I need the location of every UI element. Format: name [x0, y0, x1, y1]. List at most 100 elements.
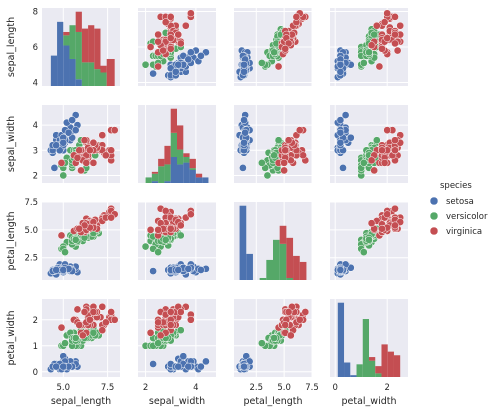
- x-tick-label: 7.5: [101, 383, 115, 393]
- point-virginica: [378, 146, 386, 155]
- point-setosa: [174, 266, 183, 274]
- panel-petal_width-vs-petal_length: [234, 299, 313, 377]
- hist-bar-virginica: [286, 237, 294, 278]
- hist-bar-versicolor: [183, 157, 190, 163]
- point-versicolor: [365, 48, 373, 57]
- hist-bar-virginica: [279, 225, 287, 244]
- point-setosa: [336, 266, 345, 274]
- point-virginica: [75, 146, 84, 155]
- legend-item-setosa: setosa: [429, 196, 474, 207]
- legend-label-virginica: virginica: [446, 227, 482, 237]
- point-virginica: [391, 136, 399, 145]
- point-setosa: [59, 266, 68, 274]
- y-axis-label-sepal_width: sepal_width: [6, 116, 17, 172]
- hist-bar-setosa: [183, 162, 190, 183]
- point-virginica: [166, 308, 175, 316]
- y-tick-label: 8: [33, 8, 38, 18]
- point-virginica: [73, 153, 82, 162]
- point-virginica: [110, 126, 119, 135]
- point-virginica: [57, 159, 66, 167]
- point-setosa: [149, 267, 157, 275]
- y-tick-label: 7.5: [24, 198, 38, 208]
- x-axis-label-petal_length: petal_length: [243, 396, 302, 407]
- point-virginica: [391, 13, 399, 21]
- point-versicolor: [359, 248, 368, 256]
- point-virginica: [280, 159, 288, 167]
- point-virginica: [75, 321, 84, 329]
- hist-bar-virginica: [106, 58, 115, 86]
- hist-bar-virginica: [189, 158, 196, 169]
- hist-bar-virginica: [183, 153, 190, 157]
- panel-sepal_width-vs-petal_length: [234, 105, 313, 183]
- point-virginica: [98, 326, 107, 335]
- y-tick-label: 6: [33, 43, 38, 53]
- panel-petal_width-vs-sepal_width: [138, 299, 216, 377]
- hist-bar-setosa: [246, 253, 253, 280]
- point-setosa: [240, 60, 248, 69]
- point-setosa: [186, 48, 195, 57]
- hist-bar-versicolor: [100, 72, 107, 86]
- point-virginica: [98, 131, 107, 140]
- point-setosa: [336, 60, 345, 69]
- panel-sepal_length-vs-petal_length: [234, 8, 313, 86]
- legend-item-versicolor: versicolor: [429, 211, 488, 222]
- point-versicolor: [270, 334, 278, 342]
- y-tick-label: 2.5: [24, 254, 38, 264]
- panel-petal_width-vs-petal_width: [330, 299, 408, 377]
- point-virginica: [75, 224, 84, 233]
- point-virginica: [295, 315, 304, 324]
- panel-sepal_width-vs-sepal_length: [42, 105, 120, 183]
- legend-title: species: [440, 181, 472, 191]
- point-virginica: [367, 156, 376, 165]
- point-virginica: [391, 221, 399, 230]
- hist-bar-setosa: [164, 181, 171, 183]
- y-axis-label-petal_width: petal_width: [6, 311, 17, 366]
- point-virginica: [159, 46, 168, 55]
- point-virginica: [57, 323, 66, 332]
- hist-bar-setosa: [63, 45, 70, 86]
- point-virginica: [86, 315, 94, 324]
- point-setosa: [149, 360, 157, 368]
- point-versicolor: [141, 60, 150, 69]
- point-versicolor: [365, 236, 373, 244]
- point-virginica: [166, 13, 175, 21]
- point-setosa: [184, 362, 193, 371]
- point-setosa: [174, 362, 183, 371]
- point-virginica: [176, 221, 185, 230]
- y-tick-label: 4: [33, 121, 38, 131]
- point-virginica: [301, 308, 310, 316]
- point-versicolor: [61, 339, 69, 348]
- hist-bar-virginica: [195, 173, 203, 178]
- hist-bar-versicolor: [94, 69, 101, 86]
- hist-bar-virginica: [369, 357, 376, 361]
- hist-bar-virginica: [63, 31, 70, 36]
- point-virginica: [166, 321, 175, 329]
- x-tick-label: 2: [143, 383, 148, 393]
- point-setosa: [52, 362, 61, 371]
- point-virginica: [78, 331, 87, 340]
- point-virginica: [383, 9, 392, 18]
- hist-bar-virginica: [293, 255, 300, 280]
- point-versicolor: [141, 242, 150, 251]
- point-virginica: [154, 62, 162, 71]
- point-virginica: [292, 13, 301, 21]
- y-tick-label: 5.0: [24, 226, 38, 236]
- point-setosa: [71, 126, 80, 135]
- pairplot-grid: 468sepal_length234sepal_width2.55.07.5pe…: [6, 8, 408, 407]
- x-axis-label-petal_width: petal_width: [342, 396, 397, 407]
- legend-label-setosa: setosa: [446, 197, 474, 207]
- point-virginica: [380, 18, 389, 27]
- point-versicolor: [372, 136, 381, 145]
- hist-bar-virginica: [375, 366, 382, 374]
- point-setosa: [171, 67, 180, 76]
- point-virginica: [80, 308, 89, 316]
- point-versicolor: [263, 171, 272, 180]
- point-virginica: [281, 44, 290, 53]
- point-setosa: [336, 67, 345, 76]
- point-virginica: [375, 62, 384, 71]
- hist-bar-setosa: [75, 79, 82, 86]
- point-virginica: [284, 308, 293, 316]
- hist-bar-versicolor: [273, 239, 280, 280]
- point-virginica: [154, 226, 162, 234]
- point-virginica: [274, 62, 283, 71]
